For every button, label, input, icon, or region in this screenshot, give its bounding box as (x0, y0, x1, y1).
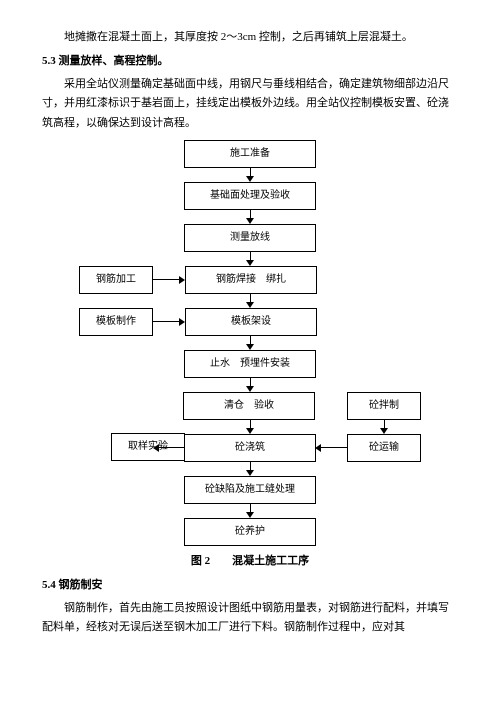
flowchart: 施工准备 基础面处理及验收 测量放线 钢筋加工 钢筋焊接 绑扎 模板制作 模板架… (42, 140, 458, 572)
node-survey: 测量放线 (184, 224, 316, 252)
node-pour: 砼浇筑 (184, 434, 316, 462)
node-clean: 清仓 验收 (183, 392, 315, 420)
node-waterstop: 止水 预埋件安装 (184, 350, 316, 378)
node-cure: 砼养护 (184, 518, 316, 546)
side-transport: 砼运输 (347, 434, 421, 462)
paragraph-5-4: 钢筋制作，首先由施工员按照设计图纸中钢筋用量表，对钢筋进行配料，并填写配料单，经… (42, 599, 458, 639)
side-rebar-proc: 钢筋加工 (79, 266, 153, 294)
node-rebar-weld: 钢筋焊接 绑扎 (185, 266, 317, 294)
figure-caption: 图 2 混凝土施工工序 (191, 552, 309, 572)
side-form-make: 模板制作 (79, 308, 153, 336)
heading-5-3: 5.3 测量放样、高程控制。 (42, 52, 458, 72)
node-defect: 砼缺陷及施工缝处理 (184, 476, 316, 504)
paragraph-lead: 地摊撒在混凝土面上，其厚度按 2～3cm 控制，之后再铺筑上层混凝土。 (42, 28, 458, 48)
node-prep: 施工准备 (184, 140, 316, 168)
node-form-erect: 模板架设 (185, 308, 317, 336)
paragraph-5-3: 采用全站仪测量确定基础面中线，用钢尺与垂线相结合，确定建筑物细部边沿尺寸，并用红… (42, 75, 458, 134)
node-foundation: 基础面处理及验收 (184, 182, 316, 210)
heading-5-4: 5.4 钢筋制安 (42, 576, 458, 596)
side-mix: 砼拌制 (347, 392, 421, 420)
